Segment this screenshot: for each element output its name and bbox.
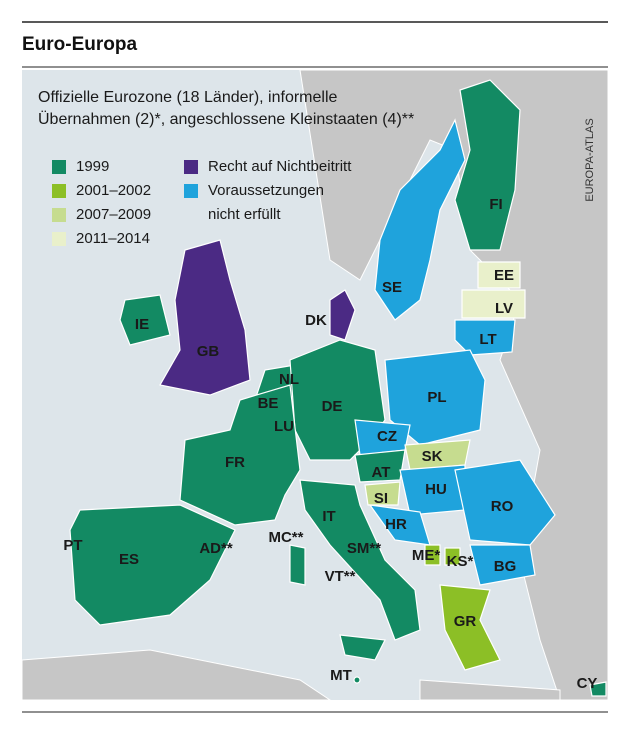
country-shape [374,118,466,321]
country-shape [454,319,516,356]
country-shape [69,504,236,626]
country-labels: FI SE EE LV LT IE GB DK NL BE LU DE FR P… [63,196,597,692]
country-label: RO [491,498,514,515]
legend-swatch [184,184,198,198]
country-shape [439,584,501,671]
legend-label: Voraussetzungen [208,182,324,199]
legend-label: 2001–2002 [76,182,151,199]
country-label: BE [258,395,279,412]
country-label: ME* [412,547,441,564]
legend-label: nicht erfüllt [208,206,281,223]
country-label: IE [135,316,149,333]
legend-label: 2007–2009 [76,206,151,223]
country-label: VT** [325,568,356,585]
country-shape [159,239,251,396]
country-shape [384,349,486,446]
legend-swatch [52,208,66,222]
country-label: CY [577,675,598,692]
country-shape [424,544,441,566]
legend-label: 2011–2014 [76,230,150,247]
country-label: HU [425,481,447,498]
country-label: NL [279,371,299,388]
country-shape [364,481,401,506]
countries [69,79,607,697]
country-label: PL [427,389,446,406]
country-shape [353,676,361,684]
legend: 1999 2001–2002 2007–2009 2011–2014 Recht auf… [52,158,352,247]
country-label: KS* [447,553,474,570]
country-shape [444,547,461,566]
country-shape [477,261,521,289]
country-shape [454,459,556,546]
country-shape [119,294,171,346]
subtitle: Übernahmen (2)*, angeschlossene Kleinsta… [38,110,414,128]
country-label: SM** [347,540,381,557]
country-label: CZ [377,428,397,445]
country-label: LV [495,300,513,317]
legend-swatch [52,184,66,198]
country-label: DK [305,312,327,329]
country-label: SI [374,490,388,507]
country-label: FI [489,196,502,213]
country-shape [589,681,607,697]
country-shape [454,79,521,251]
country-label: EE [494,267,514,284]
country-label: MT [330,667,352,684]
country-label: AT [372,464,391,481]
country-label: LU [274,418,294,435]
legend-label: 1999 [76,158,109,175]
country-label: GR [454,613,477,630]
country-shape [461,289,526,319]
country-label: DE [322,398,343,415]
title: Euro-Europa [22,34,137,55]
country-label: AD** [199,540,233,557]
country-label: SE [382,279,402,296]
country-label: SK [422,448,443,465]
country-label: LT [479,331,496,348]
country-shape [469,544,536,586]
country-label: MC** [268,529,303,546]
country-label: GB [197,343,220,360]
legend-swatch [52,232,66,246]
country-shape [289,544,306,586]
country-shape [329,289,356,341]
country-label: BG [494,558,517,575]
map: EUROPA-ATLAS Offizielle Eurozone (18 Län… [21,69,609,701]
country-shape [299,479,421,641]
country-label: ES [119,551,139,568]
legend-swatch [52,160,66,174]
legend-label: Recht auf Nichtbeitritt [208,158,352,175]
country-shape [354,449,406,483]
country-label: FR [225,454,245,471]
country-label: PT [63,537,82,554]
country-shape [339,634,386,661]
source: EUROPA-ATLAS [584,118,596,201]
subtitle: Offizielle Eurozone (18 Länder), informe… [38,89,338,106]
country-label: HR [385,516,407,533]
country-label: IT [322,508,335,525]
legend-swatch [184,160,198,174]
country-shape [179,384,301,526]
